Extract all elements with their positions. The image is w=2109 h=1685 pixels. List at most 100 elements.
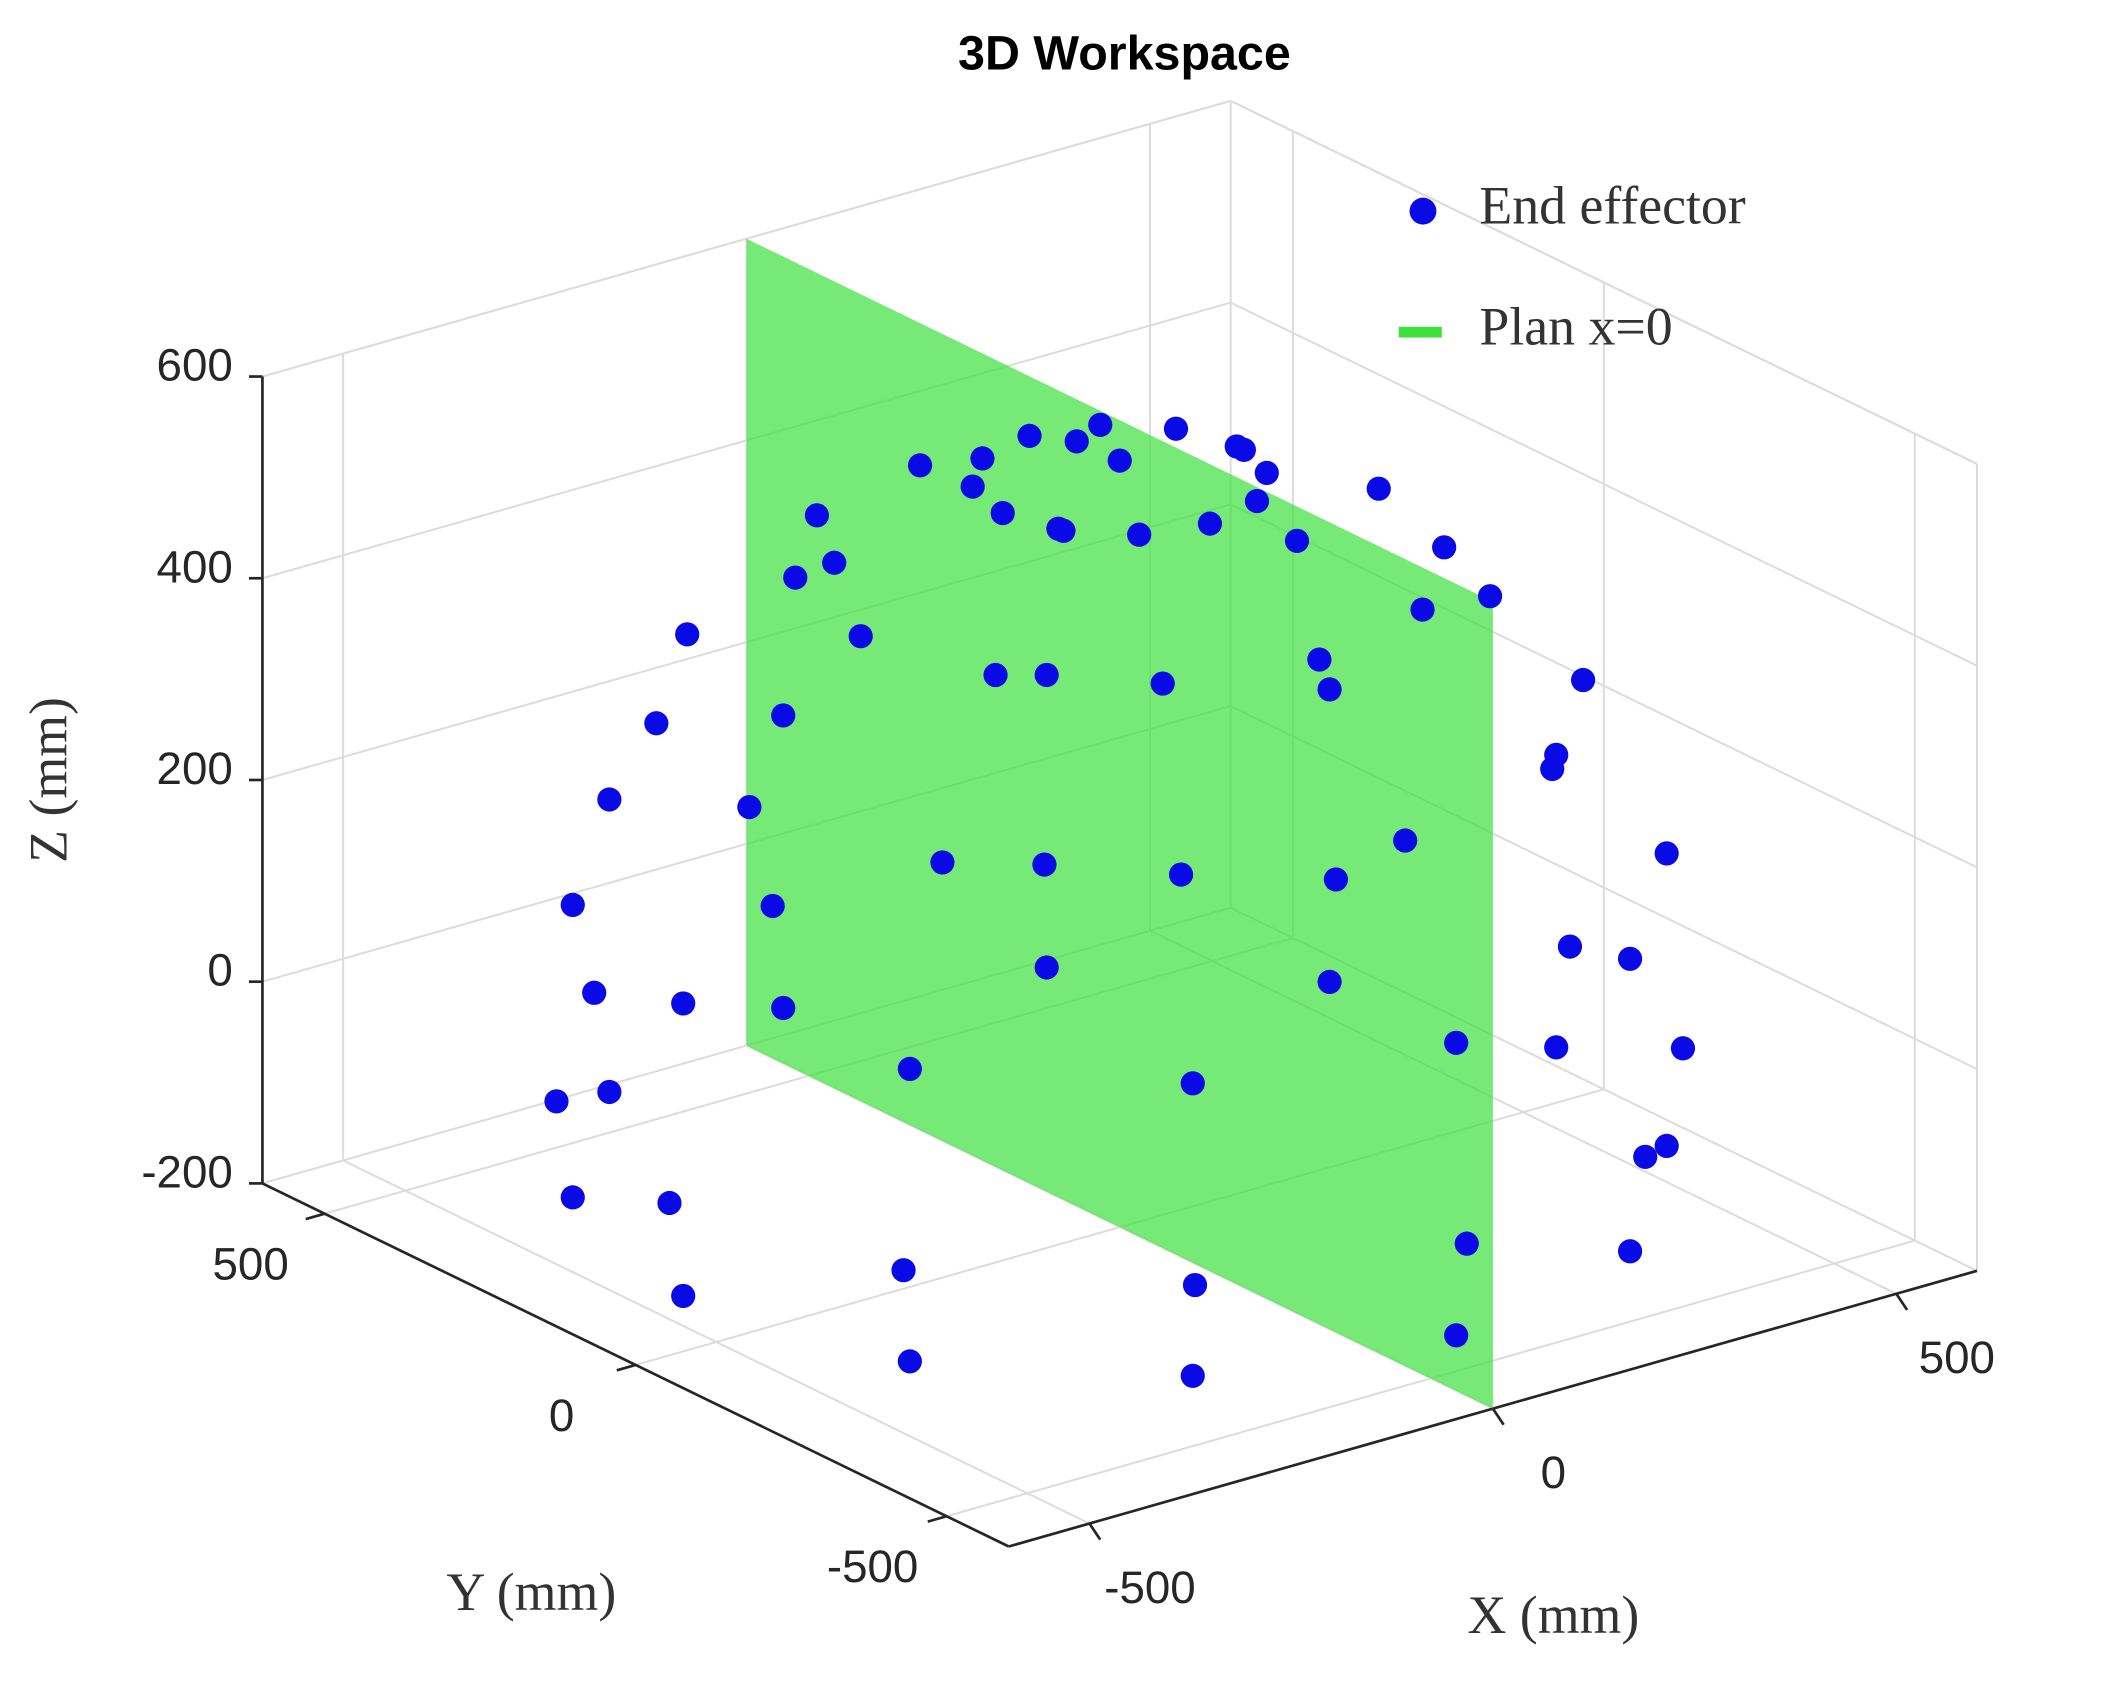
data-point [897,1349,922,1374]
data-point [990,500,1015,526]
y-axis [261,1182,1010,1548]
data-point [1034,955,1059,980]
data-point [737,794,762,820]
z-tick-label: 0 [207,945,232,996]
data-point [1323,867,1349,892]
data-point [1410,597,1435,622]
legend-marker [1409,197,1437,225]
data-point [1034,662,1059,688]
data-point [1544,742,1569,767]
data-point [822,550,847,575]
box-edge [1230,99,1978,465]
tick-mark [616,1363,636,1372]
data-point [1654,1133,1679,1158]
data-point [1182,1272,1208,1298]
data-point [597,1079,622,1105]
legend-label: End effector [1479,175,1745,235]
plane [746,238,1493,1409]
data-point [983,662,1008,688]
tick-mark [1895,1293,1909,1311]
data-point [771,703,796,728]
data-point [644,711,669,736]
legend-label: Plan x=0 [1479,297,1672,357]
data-point [560,892,585,917]
data-point [1654,841,1679,866]
chart-title: 3D Workspace [958,26,1291,80]
data-point [671,1283,696,1309]
x-tick-label: -500 [1104,1562,1196,1613]
data-point [1393,828,1418,853]
data-point [1046,516,1071,541]
data-point [1017,423,1042,448]
data-point [1284,528,1310,553]
data-point [1107,448,1132,473]
data-point [907,453,933,478]
data-point [1432,535,1457,560]
y-tick-label: 500 [213,1239,289,1290]
z-tick-label: 200 [157,743,233,794]
data-point [970,446,995,471]
data-point [597,787,622,812]
data-point [783,565,808,590]
data-point [1307,647,1332,672]
tick-mark [1491,1407,1505,1426]
data-point [760,893,785,919]
data-point [544,1089,569,1114]
data-point [1197,511,1223,536]
data-point [560,1185,585,1210]
x-axis-label: X (mm) [1468,1585,1640,1645]
data-point [960,474,985,499]
data-point [1064,429,1089,454]
tick-mark [1088,1522,1102,1541]
x-tick-label: 500 [1919,1332,1995,1383]
data-point [1633,1144,1658,1169]
y-axis-label: Y (mm) [446,1562,616,1622]
data-point [1180,1071,1205,1096]
data-point [848,624,873,649]
data-point [671,991,696,1016]
z-axis-label: Z (mm) [18,697,78,863]
z-tick-label: 400 [157,541,233,592]
data-point [891,1258,916,1283]
data-point [1617,946,1643,971]
y-tick-label: -500 [827,1541,919,1592]
x-tick-label: 0 [1541,1447,1566,1498]
data-point [1032,852,1057,877]
y-tick-label: 0 [549,1390,574,1441]
data-point [1570,667,1596,693]
z-tick-label: 600 [157,340,233,391]
data-point [657,1190,682,1216]
data-point [1254,460,1279,485]
data-point [1317,969,1342,994]
data-point [1231,437,1256,462]
data-point [1180,1363,1205,1388]
data-point [1127,522,1152,547]
data-point [771,995,796,1021]
data-point [1088,412,1113,437]
data-point [1244,488,1270,514]
data-point [1557,934,1583,959]
data-point [1317,677,1342,702]
z-tick-label: -200 [141,1146,233,1197]
data-point [1444,1323,1469,1348]
data-point [1366,476,1391,501]
data-point [1544,1035,1569,1060]
tick-mark [927,1514,947,1523]
data-point [675,622,700,647]
data-point [1150,671,1175,696]
data-point [804,503,830,528]
data-point [930,850,955,875]
data-point [1617,1239,1643,1264]
data-point [1477,584,1503,609]
data-point [582,980,607,1005]
data-point [1444,1030,1469,1055]
data-point [1454,1231,1479,1256]
data-point [897,1056,922,1081]
data-point [1670,1036,1696,1061]
data-point [1163,416,1189,441]
legend-marker [1398,326,1442,338]
tick-mark [305,1212,325,1221]
data-point [1168,862,1194,887]
